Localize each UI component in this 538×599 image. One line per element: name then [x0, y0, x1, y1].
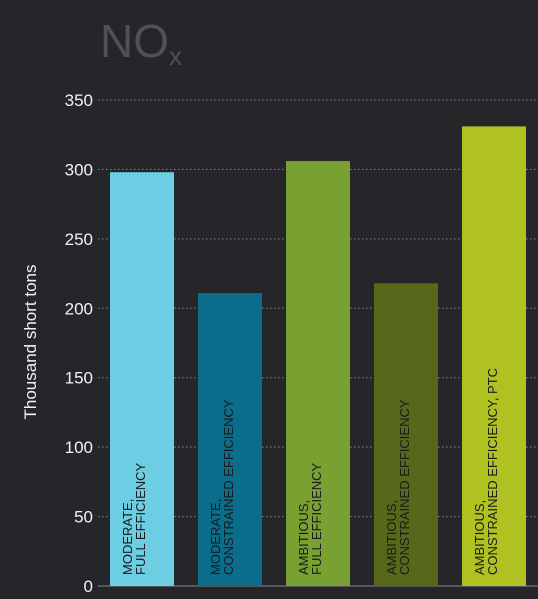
y-tick-label-0: 0 — [84, 577, 93, 596]
bar-1 — [110, 172, 174, 586]
y-tick-label-150: 150 — [65, 369, 93, 388]
y-tick-label-200: 200 — [65, 299, 93, 318]
bar-label-4: AMBITIOUS,CONSTRAINED EFFICIENCY — [384, 399, 412, 575]
bar-5 — [462, 126, 526, 586]
y-tick-label-100: 100 — [65, 438, 93, 457]
bar-label-5: AMBITIOUS,CONSTRAINED EFFICIENCY, PTC — [472, 368, 500, 575]
y-tick-label-350: 350 — [65, 91, 93, 110]
bar-3 — [286, 161, 350, 586]
y-tick-label-50: 50 — [74, 508, 93, 527]
y-tick-labels: 0 50 100 150 200 250 300 350 — [65, 91, 93, 596]
bar-label-1: MODERATE,FULL EFFICIENCY — [120, 462, 148, 575]
y-tick-label-250: 250 — [65, 230, 93, 249]
bar-2 — [198, 293, 262, 586]
bar-label-2: MODERATE,CONSTRAINED EFFICIENCY — [208, 399, 236, 575]
bars — [110, 126, 526, 586]
bar-4 — [374, 283, 438, 586]
bar-labels: MODERATE,FULL EFFICIENCY MODERATE,CONSTRA… — [120, 368, 500, 575]
chart-title: NOx — [100, 15, 182, 71]
y-tick-label-300: 300 — [65, 160, 93, 179]
chart-title-main: NO — [100, 15, 169, 67]
y-axis-label: Thousand short tons — [21, 265, 40, 420]
bar-label-3: AMBITIOUS,FULL EFFICIENCY — [296, 462, 324, 575]
chart-title-subscript: x — [169, 41, 182, 71]
